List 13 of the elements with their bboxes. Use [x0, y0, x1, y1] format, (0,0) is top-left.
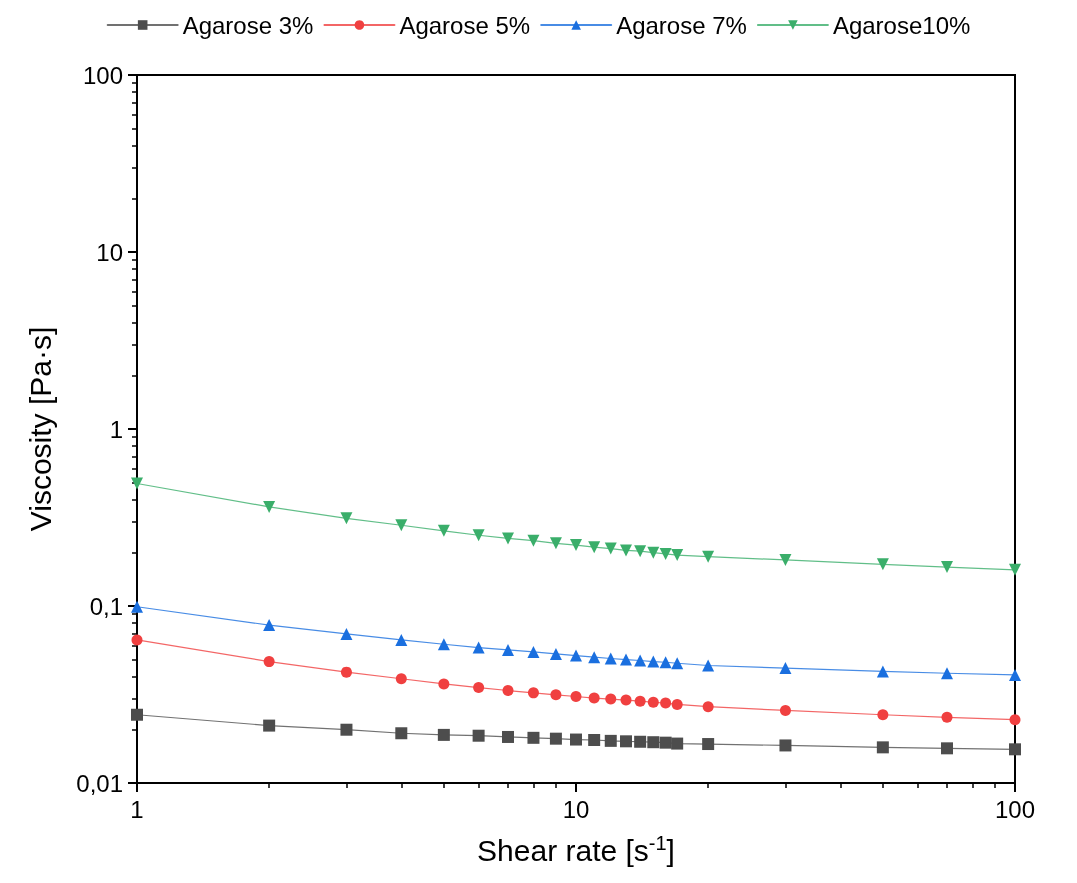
y-tick-label: 0,1 — [89, 592, 123, 620]
y-tick-label: 1 — [109, 415, 123, 443]
y-tick-label: 10 — [96, 238, 123, 266]
legend-label: Agarose 5% — [399, 11, 531, 39]
x-tick-label: 100 — [994, 795, 1036, 823]
legend-label: Agarose10% — [832, 11, 971, 39]
y-tick-label: 0,01 — [76, 769, 123, 797]
y-axis-title: Viscosity [Pa·s] — [23, 326, 57, 532]
x-tick-label: 1 — [130, 795, 144, 823]
x-tick-label: 10 — [562, 795, 590, 823]
legend-label: Agarose 7% — [616, 11, 747, 39]
y-tick-label: 100 — [82, 61, 123, 89]
legend-label: Agarose 3% — [182, 11, 314, 39]
